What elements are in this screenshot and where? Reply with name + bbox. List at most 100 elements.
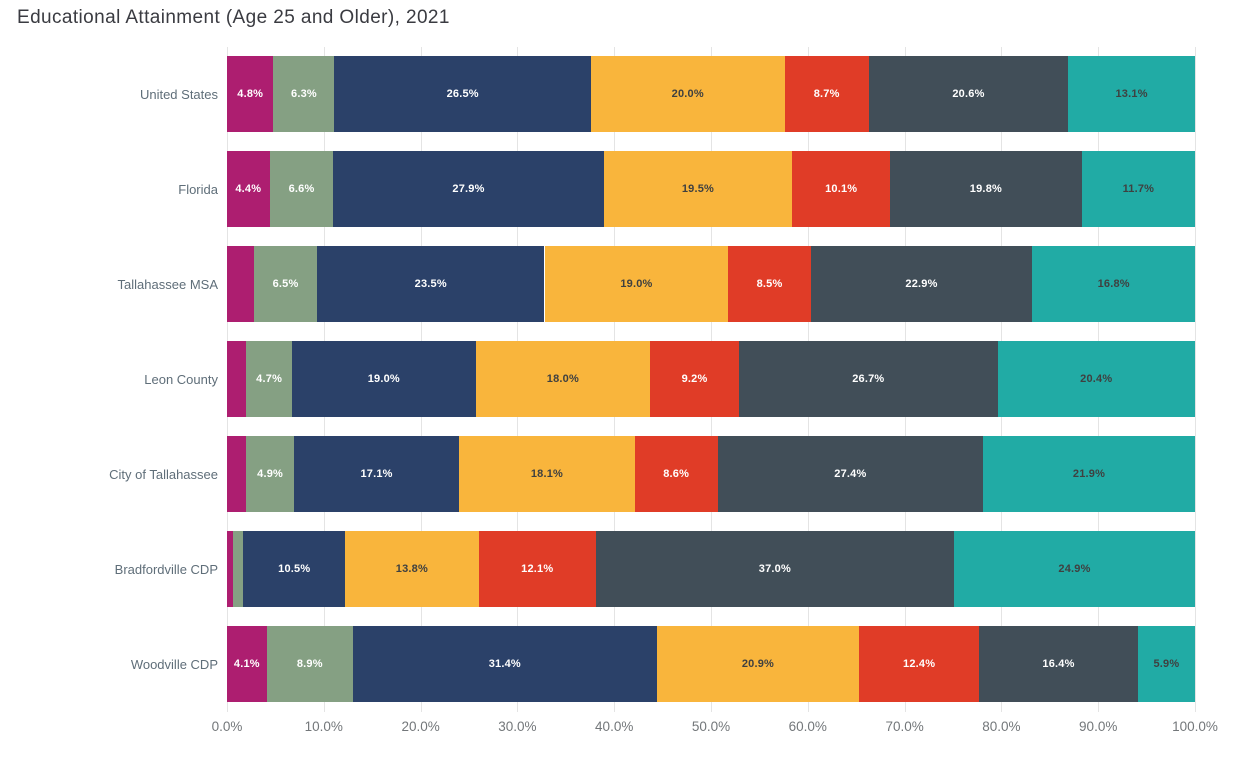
bar-segment-series-2-sage[interactable]: 6.6% <box>269 151 334 227</box>
segment-value-label: 18.0% <box>546 373 579 385</box>
bar-segment-series-6-slate[interactable]: 20.6% <box>868 56 1069 132</box>
x-axis-tick-label: 80.0% <box>982 719 1021 734</box>
segment-value-label: 19.8% <box>969 183 1002 195</box>
bar-segment-series-2-sage[interactable]: 4.9% <box>246 436 294 512</box>
bar-segment-series-5-red[interactable]: 8.6% <box>634 436 718 512</box>
segment-value-label: 20.9% <box>741 658 775 670</box>
bar-segment-series-4-amber[interactable]: 20.0% <box>590 56 785 132</box>
bar-segment-series-1-magenta[interactable]: 4.8% <box>227 56 274 132</box>
bar-segment-series-5-red[interactable]: 8.5% <box>728 246 811 322</box>
segment-value-label: 27.9% <box>452 183 485 195</box>
bar-segment-series-5-red[interactable]: 12.1% <box>478 531 596 607</box>
segment-value-label: 13.1% <box>1115 88 1148 100</box>
bar-row: Woodville CDP 4.1% 8.9% 31.4% 20.9% 12.4% 16.4… <box>0 626 1254 702</box>
x-axis-tick-label: 20.0% <box>401 719 440 734</box>
bar-segment-series-5-red[interactable]: 8.7% <box>784 56 869 132</box>
category-label: Bradfordville CDP <box>114 561 218 577</box>
category-label: Florida <box>178 181 218 197</box>
segment-value-label: 10.1% <box>825 183 858 195</box>
bar-segment-series-6-slate[interactable]: 27.4% <box>717 436 983 512</box>
segment-value-label: 16.8% <box>1097 278 1130 290</box>
bar-segment-series-2-sage[interactable] <box>232 531 244 607</box>
segment-value-label: 19.0% <box>620 278 653 290</box>
x-axis-tick-label: 30.0% <box>498 719 537 734</box>
bar-row: Leon County 4.7% 19.0% 18.0% 9.2% 26.7% 20.4% <box>0 341 1254 417</box>
segment-value-label: 8.9% <box>296 658 323 670</box>
bar-segment-series-3-navy[interactable]: 31.4% <box>352 626 657 702</box>
bar-segment-series-1-magenta[interactable]: 4.4% <box>227 151 270 227</box>
bar-segment-series-3-navy[interactable]: 23.5% <box>317 246 545 322</box>
segment-value-label: 12.4% <box>903 658 936 670</box>
bar-row: Florida 4.4% 6.6% 27.9% 19.5% 10.1% 19.8% 11.7% <box>0 151 1254 227</box>
bar-segment-series-3-navy[interactable]: 17.1% <box>293 436 460 512</box>
segment-value-label: 4.1% <box>233 658 260 670</box>
segment-value-label: 6.5% <box>272 278 299 290</box>
bar-segment-series-4-amber[interactable]: 18.1% <box>459 436 635 512</box>
bar-segment-series-2-sage[interactable]: 8.9% <box>266 626 353 702</box>
bar-segment-series-7-teal[interactable]: 21.9% <box>983 436 1195 512</box>
category-label: Woodville CDP <box>130 656 218 672</box>
bar-segment-series-5-red[interactable]: 10.1% <box>792 151 891 227</box>
bar-segment-series-7-teal[interactable]: 16.8% <box>1032 246 1195 322</box>
segment-value-label: 26.7% <box>852 373 885 385</box>
bar-segment-series-1-magenta[interactable] <box>227 436 247 512</box>
category-label: United States <box>139 86 218 102</box>
bar-segment-series-6-slate[interactable]: 37.0% <box>595 531 954 607</box>
bar-segment-series-1-magenta[interactable] <box>227 246 255 322</box>
bar-segment-series-4-amber[interactable]: 18.0% <box>475 341 650 417</box>
segment-value-label: 8.5% <box>756 278 783 290</box>
segment-value-label: 8.6% <box>663 468 690 480</box>
bar-segment-series-7-teal[interactable]: 5.9% <box>1137 626 1195 702</box>
segment-value-label: 37.0% <box>758 563 791 575</box>
bar-segment-series-2-sage[interactable]: 6.5% <box>254 246 317 322</box>
segment-value-label: 8.7% <box>813 88 840 100</box>
bar-segment-series-3-navy[interactable]: 19.0% <box>291 341 476 417</box>
segment-value-label: 23.5% <box>414 278 447 290</box>
segment-value-label: 4.7% <box>256 373 283 385</box>
bar-segment-series-1-magenta[interactable] <box>227 531 233 607</box>
bar-segment-series-7-teal[interactable]: 24.9% <box>953 531 1195 607</box>
bar-segment-series-3-navy[interactable]: 26.5% <box>334 56 591 132</box>
segment-value-label: 31.4% <box>488 658 521 670</box>
segment-value-label: 16.4% <box>1042 658 1075 670</box>
bar-segment-series-2-sage[interactable]: 6.3% <box>273 56 335 132</box>
bar-segment-series-2-sage[interactable]: 4.7% <box>246 341 292 417</box>
bar-segment-series-6-slate[interactable]: 16.4% <box>979 626 1138 702</box>
bar-segment-series-5-red[interactable]: 9.2% <box>650 341 740 417</box>
segment-value-label: 6.6% <box>288 183 315 195</box>
gridline <box>1195 47 1196 712</box>
bar-segment-series-6-slate[interactable]: 26.7% <box>739 341 998 417</box>
category-label: Leon County <box>144 371 218 387</box>
segment-value-label: 20.4% <box>1080 373 1113 385</box>
segment-value-label: 27.4% <box>834 468 867 480</box>
bar-segment-series-7-teal[interactable]: 20.4% <box>997 341 1195 417</box>
bar-segment-series-4-amber[interactable]: 20.9% <box>656 626 860 702</box>
bar-segment-series-5-red[interactable]: 12.4% <box>859 626 980 702</box>
bar-segment-series-4-amber[interactable]: 19.0% <box>544 246 729 322</box>
x-axis-tick-label: 90.0% <box>1079 719 1118 734</box>
segment-value-label: 9.2% <box>681 373 708 385</box>
x-axis-tick-label: 50.0% <box>691 719 731 734</box>
bar-segment-series-3-navy[interactable]: 27.9% <box>333 151 604 227</box>
segment-value-label: 26.5% <box>446 88 479 100</box>
bar-segment-series-4-amber[interactable]: 13.8% <box>345 531 479 607</box>
bar-segment-series-1-magenta[interactable]: 4.1% <box>227 626 267 702</box>
bar-segment-series-3-navy[interactable]: 10.5% <box>243 531 346 607</box>
bar-segment-series-6-slate[interactable]: 19.8% <box>890 151 1082 227</box>
bar-segment-series-7-teal[interactable]: 11.7% <box>1081 151 1195 227</box>
x-axis-tick-label: 40.0% <box>595 719 634 734</box>
segment-value-label: 20.6% <box>952 88 985 100</box>
segment-value-label: 13.8% <box>395 563 428 575</box>
segment-value-label: 6.3% <box>291 88 317 100</box>
segment-value-label: 4.9% <box>257 468 283 480</box>
segment-value-label: 10.5% <box>278 563 311 575</box>
bar-segment-series-7-teal[interactable]: 13.1% <box>1068 56 1195 132</box>
bar-segment-series-1-magenta[interactable] <box>227 341 247 417</box>
bar-segment-series-4-amber[interactable]: 19.5% <box>603 151 793 227</box>
bar-row: City of Tallahassee 4.9% 17.1% 18.1% 8.6% 27.… <box>0 436 1254 512</box>
x-axis-tick-label: 100.0% <box>1172 719 1218 734</box>
chart-title: Educational Attainment (Age 25 and Older… <box>17 7 450 28</box>
bar-segment-series-6-slate[interactable]: 22.9% <box>810 246 1033 322</box>
segment-value-label: 4.4% <box>235 183 262 195</box>
